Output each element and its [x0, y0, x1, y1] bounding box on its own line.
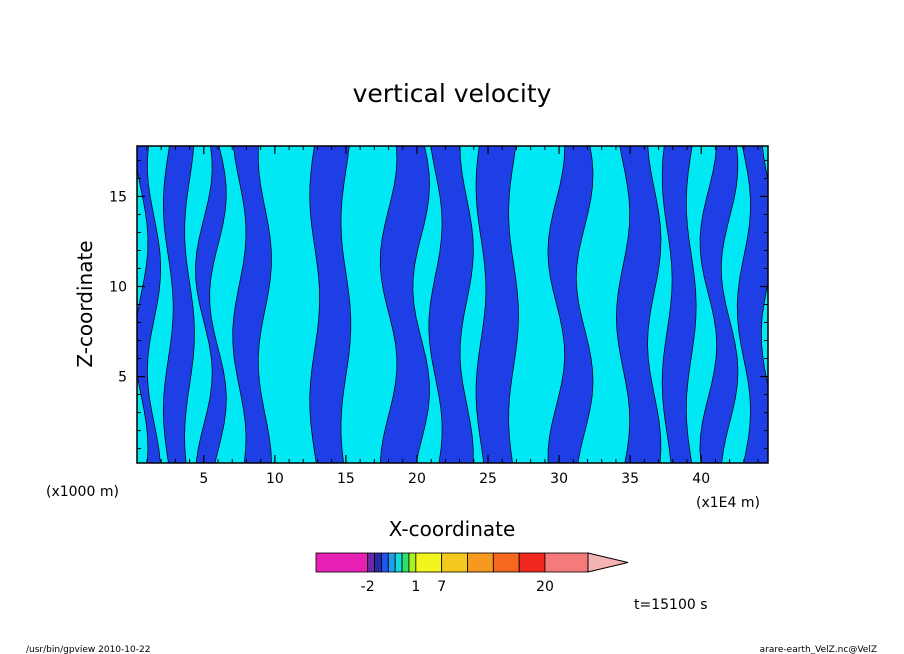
contour-band-negative — [699, 146, 739, 463]
y-axis-label: Z-coordinate — [73, 240, 97, 367]
colorbar-arrow — [587, 552, 629, 573]
plot-area — [136, 145, 769, 464]
colorbar-cell — [387, 552, 396, 573]
contour-band-negative — [309, 146, 352, 463]
x-tick-label: 35 — [621, 471, 639, 487]
time-label: t=15100 s — [634, 597, 708, 613]
x-tick-label: 5 — [199, 471, 208, 487]
colorbar-label: -2 — [361, 579, 375, 595]
contour-band-negative — [195, 146, 227, 463]
colorbar-cell — [401, 552, 410, 573]
contour-band-negative — [736, 146, 768, 463]
contour-band-negative — [379, 146, 430, 463]
contour-band-negative — [547, 146, 594, 463]
contour-band-negative — [162, 146, 195, 463]
y-tick-label: 15 — [109, 189, 127, 205]
colorbar-label: 7 — [437, 579, 446, 595]
contour-band-negative — [428, 146, 474, 463]
chart-title: vertical velocity — [353, 79, 552, 108]
contour-band-negative — [137, 146, 162, 463]
colorbar-cell — [408, 552, 417, 573]
colorbar-cell — [544, 552, 589, 573]
footer-right: arare-earth_VelZ.nc@VelZ — [760, 645, 877, 654]
colorbar-label: 1 — [411, 579, 420, 595]
colorbar-cell — [518, 552, 546, 573]
colorbar-cell — [394, 552, 403, 573]
footer-left: /usr/bin/gpview 2010-10-22 — [26, 645, 150, 654]
colorbar-label: 20 — [536, 579, 554, 595]
contour-band-negative — [616, 146, 662, 463]
colorbar-cell — [415, 552, 443, 573]
x-tick-label: 20 — [408, 471, 426, 487]
x-tick-label: 25 — [479, 471, 497, 487]
colorbar-cell — [441, 552, 468, 573]
contour-band-negative — [661, 146, 697, 463]
colorbar-cell — [374, 552, 382, 573]
colorbar: -2 1 7 20 — [315, 552, 629, 595]
colorbar-cell — [381, 552, 389, 573]
contour-band-negative — [232, 146, 272, 463]
x-tick-label: 10 — [266, 471, 284, 487]
y-tick-label: 5 — [118, 370, 127, 386]
x-tick-label: 40 — [692, 471, 710, 487]
y-tick-label: 10 — [109, 279, 127, 295]
colorbar-cell — [315, 552, 369, 573]
y-axis: 5 10 15 — [109, 159, 768, 450]
x-scale-note: (x1000 m) — [46, 484, 119, 500]
x-axis: 5 10 15 20 25 30 35 40 — [146, 146, 759, 487]
x-tick-label: 30 — [550, 471, 568, 487]
colorbar-cell — [492, 552, 520, 573]
colorbar-cell — [467, 552, 494, 573]
x-axis-label: X-coordinate — [389, 517, 516, 541]
colorbar-cell — [367, 552, 375, 573]
x-tick-label: 15 — [337, 471, 355, 487]
contour-band-negative — [475, 146, 519, 463]
x-unit-note: (x1E4 m) — [696, 495, 760, 511]
